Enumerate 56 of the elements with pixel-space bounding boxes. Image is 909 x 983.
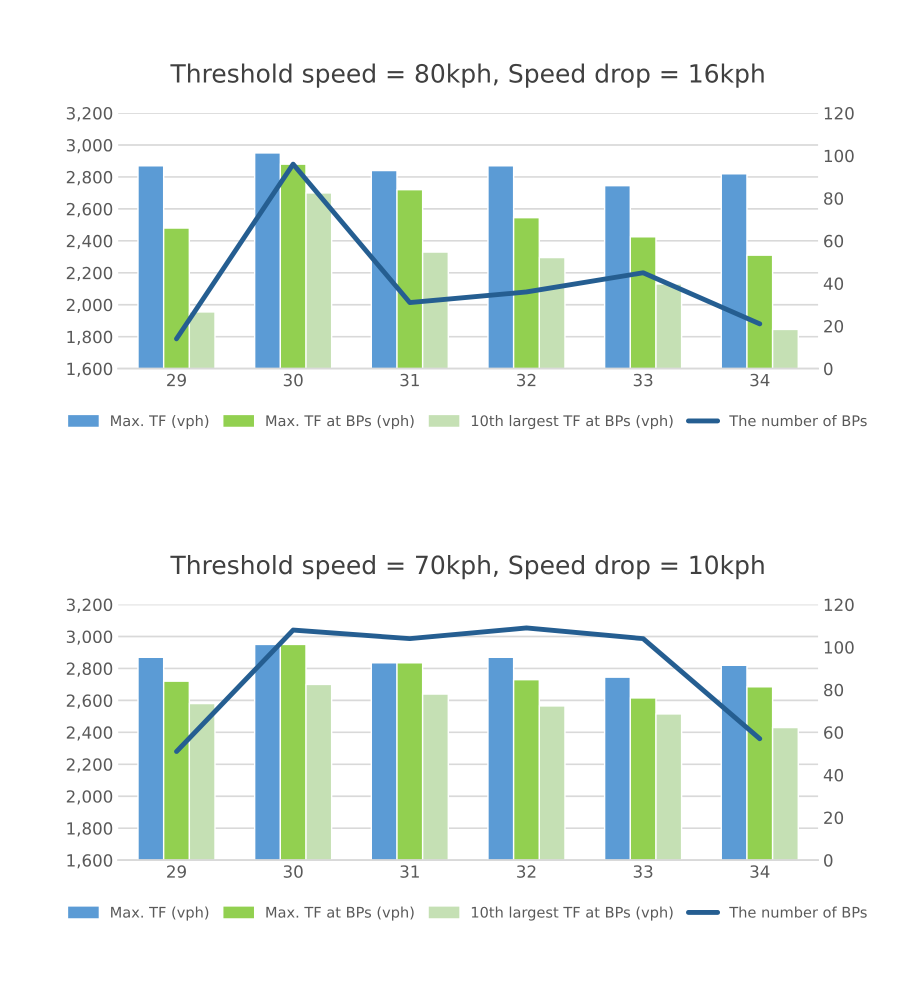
- y-tick-label: 2,600: [66, 694, 112, 709]
- x-tick-label: 31: [400, 865, 419, 878]
- legend-label: Max. TF at BPs (vph): [266, 414, 414, 430]
- y2-tick-label: 120: [824, 107, 854, 120]
- y-tick-label: 2,200: [66, 758, 112, 773]
- y-tick-label: 2,000: [66, 790, 112, 804]
- chart-title: Threshold speed = 70kph, Speed drop = 10kph: [170, 554, 764, 580]
- x-tick-label: 29: [167, 374, 186, 386]
- legend-label: Max. TF at BPs (vph): [266, 906, 414, 921]
- y-tick-label: 2,800: [66, 170, 112, 186]
- x-tick-label: 34: [750, 865, 770, 878]
- y2-tick-label: 80: [824, 684, 844, 696]
- y2-tick-label: 0: [824, 854, 832, 867]
- y-tick-label: 1,800: [67, 330, 112, 345]
- y-tick-label: 1,600: [67, 362, 112, 377]
- y2-tick-label: 0: [824, 362, 832, 376]
- y2-tick-label: 40: [824, 768, 844, 782]
- y-tick-label: 3,200: [66, 107, 112, 122]
- x-tick-label: 31: [400, 374, 419, 386]
- x-tick-label: 33: [634, 865, 652, 878]
- y-tick-label: 2,000: [66, 298, 112, 313]
- y2-tick-label: 100: [824, 641, 854, 654]
- y2-tick-label: 80: [824, 192, 844, 205]
- x-tick-label: 30: [284, 865, 303, 878]
- line-series: [174, 626, 762, 754]
- legend-label: 10th largest TF at BPs (vph): [472, 906, 673, 921]
- y-tick-label: 3,200: [66, 598, 112, 613]
- chart-title: Threshold speed = 80kph, Speed drop = 16kph: [170, 63, 764, 88]
- y-tick-label: 2,400: [66, 726, 112, 741]
- y-tick-label: 1,800: [67, 822, 112, 836]
- legend-label: The number of BPs: [729, 414, 867, 426]
- y-tick-label: 2,400: [66, 234, 112, 250]
- x-tick-label: 33: [634, 374, 652, 386]
- legend-label: 10th largest TF at BPs (vph): [472, 414, 673, 430]
- y-tick-label: 2,200: [66, 266, 112, 282]
- legend-label: Max. TF (vph): [111, 414, 208, 430]
- x-tick-label: 30: [284, 374, 303, 386]
- x-tick-label: 32: [517, 865, 536, 878]
- y2-tick-label: 40: [824, 277, 844, 290]
- legend-label: The number of BPs: [729, 906, 867, 918]
- y-tick-label: 3,000: [66, 138, 112, 154]
- y-tick-label: 1,600: [67, 854, 112, 868]
- y-tick-label: 2,600: [66, 202, 112, 218]
- line-series: [174, 162, 762, 342]
- y2-tick-label: 20: [824, 320, 844, 333]
- x-tick-label: 29: [167, 865, 186, 878]
- y2-tick-label: 120: [824, 598, 854, 612]
- y-tick-label: 3,000: [66, 630, 112, 645]
- x-tick-label: 32: [517, 374, 536, 386]
- y2-tick-label: 60: [824, 726, 844, 739]
- x-tick-label: 34: [750, 374, 770, 386]
- y2-tick-label: 100: [824, 150, 854, 162]
- y-tick-label: 2,800: [66, 662, 112, 677]
- y2-tick-label: 20: [824, 811, 844, 824]
- legend-label: Max. TF (vph): [111, 906, 208, 921]
- y2-tick-label: 60: [824, 234, 844, 248]
